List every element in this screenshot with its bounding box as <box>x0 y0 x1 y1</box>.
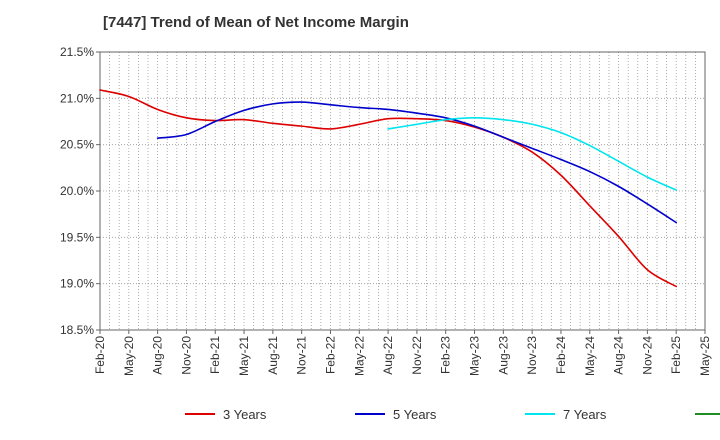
x-tick-label: Nov-21 <box>295 336 309 375</box>
chart-title: [7447] Trend of Mean of Net Income Margi… <box>103 14 409 31</box>
x-tick-label: May-24 <box>583 336 597 376</box>
legend-label-5-years: 5 Years <box>393 407 437 422</box>
series-line-5-years <box>156 101 677 224</box>
series-layer <box>99 89 677 288</box>
axis-layer: 18.5% 19.0% 19.5% 20.0% 20.5% 21.0% 21.5% Feb-2… <box>60 45 712 376</box>
x-tick-label: Aug-20 <box>151 336 165 375</box>
series-line-3-years <box>99 89 677 288</box>
x-tick-label: May-21 <box>237 336 251 376</box>
y-tick-label: 18.5% <box>60 323 94 337</box>
x-tick-label: Feb-23 <box>439 336 453 374</box>
grid-layer <box>100 52 705 330</box>
legend-label-7-years: 7 Years <box>563 407 607 422</box>
x-tick-label: Aug-22 <box>381 336 395 375</box>
y-tick-label: 19.5% <box>60 230 94 244</box>
series-line-7-years <box>387 116 677 191</box>
y-tick-label: 21.0% <box>60 91 94 105</box>
x-tick-label: Feb-24 <box>554 336 568 374</box>
x-tick-label: May-23 <box>468 336 482 376</box>
x-tick-label: Nov-22 <box>410 336 424 375</box>
x-tick-label: Feb-21 <box>208 336 222 374</box>
x-tick-label: Nov-20 <box>179 336 193 375</box>
x-tick-label: Nov-23 <box>525 336 539 375</box>
y-tick-label: 20.5% <box>60 138 94 152</box>
y-tick-label: 20.0% <box>60 184 94 198</box>
x-tick-label: Feb-20 <box>93 336 107 374</box>
x-tick-label: May-20 <box>122 336 136 376</box>
x-tick-label: Nov-24 <box>640 336 654 375</box>
y-tick-label: 21.5% <box>60 45 94 59</box>
x-tick-label: May-22 <box>352 336 366 376</box>
x-tick-label: May-25 <box>698 336 712 376</box>
y-tick-label: 19.0% <box>60 277 94 291</box>
x-tick-label: Aug-23 <box>496 336 510 375</box>
x-tick-label: Aug-24 <box>612 336 626 375</box>
x-tick-label: Aug-21 <box>266 336 280 375</box>
legend-label-3-years: 3 Years <box>223 407 267 422</box>
x-tick-label: Feb-25 <box>669 336 683 374</box>
x-tick-label: Feb-22 <box>323 336 337 374</box>
